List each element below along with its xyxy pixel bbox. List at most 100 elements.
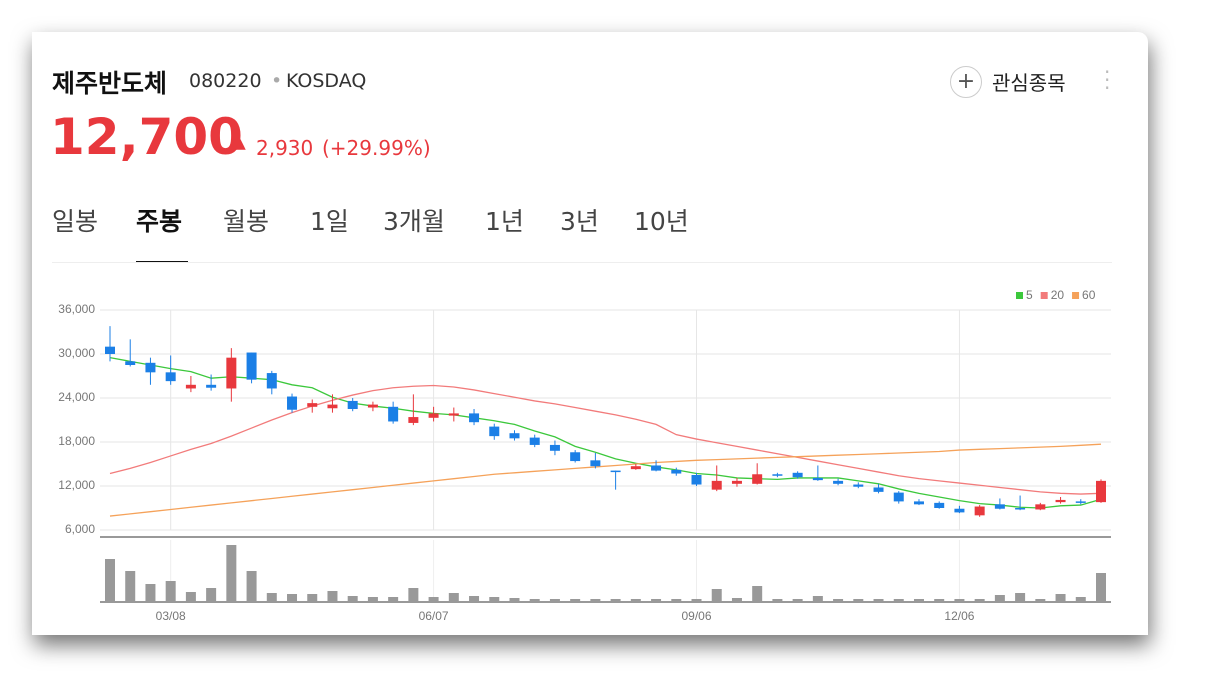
x-tick-label: 06/07 [419, 609, 449, 623]
volume-bar [570, 599, 581, 602]
volume-bar [833, 599, 844, 602]
candle-body [630, 466, 641, 470]
candle-body [388, 406, 399, 422]
candle-body [165, 372, 176, 382]
volume-bar [145, 584, 156, 602]
candle-body [893, 492, 904, 502]
volume-bar [549, 599, 560, 602]
divider [52, 262, 1112, 263]
candle-body [428, 413, 439, 418]
volume-bar [246, 571, 257, 602]
candle-body [570, 452, 581, 462]
volume-bar [954, 599, 965, 602]
period-tab[interactable]: 월봉 [223, 207, 270, 236]
volume-bar [630, 599, 641, 602]
volume-bar [792, 599, 803, 602]
candle-body [105, 346, 115, 354]
period-tab[interactable]: 10년 [634, 207, 689, 236]
volume-bar [347, 596, 358, 602]
x-tick-label: 12/06 [944, 609, 974, 623]
period-tab[interactable]: 주봉 [136, 207, 183, 236]
volume-bar [1015, 593, 1026, 602]
period-tab[interactable]: 3개월 [383, 207, 445, 236]
candle-body [994, 504, 1005, 509]
price: 12,700 [50, 108, 243, 166]
volume-bar [125, 571, 136, 602]
candle-body [529, 437, 540, 445]
candle-body [873, 487, 884, 492]
add-watch-button[interactable]: + [950, 66, 982, 98]
legend-label: 20 [1051, 288, 1065, 302]
volume-bar [327, 591, 338, 602]
candle-body [469, 413, 480, 423]
candle-body [549, 444, 560, 451]
candle-body [934, 502, 945, 508]
volume-bar [974, 599, 985, 602]
candle-body [287, 396, 298, 410]
volume-bar [731, 598, 742, 602]
candle-body [1055, 499, 1066, 503]
candle-body [651, 465, 662, 471]
volume-bar [105, 559, 115, 602]
volume-bar [610, 599, 621, 602]
volume-bar [165, 581, 176, 602]
volume-bar [388, 597, 399, 602]
candle-body [509, 433, 520, 439]
stock-code: 080220 [189, 70, 262, 92]
volume-bar [226, 545, 237, 602]
volume-bar [671, 599, 682, 602]
watch-label[interactable]: 관심종목 [992, 71, 1066, 95]
volume-bar [853, 599, 864, 602]
volume-bar [408, 588, 419, 602]
candle-body [731, 480, 742, 484]
period-tab[interactable]: 1일 [310, 207, 349, 236]
volume-bar [752, 586, 763, 602]
period-tab[interactable]: 3년 [560, 207, 599, 236]
candle-body [853, 484, 864, 487]
change-pct: (+29.99%) [322, 136, 431, 160]
candle-body [711, 480, 722, 490]
candle-body [206, 384, 217, 388]
volume-bar [873, 599, 884, 602]
candle-body [246, 352, 257, 380]
stock-card [32, 32, 1148, 635]
legend-label: 60 [1082, 288, 1096, 302]
legend-swatch [1040, 292, 1048, 299]
volume-bar [287, 594, 298, 602]
x-tick-label: 09/06 [681, 609, 711, 623]
up-arrow: ▲ [235, 136, 246, 152]
y-tick-label: 30,000 [58, 346, 95, 360]
candle-body [266, 373, 277, 389]
candle-body [185, 384, 196, 389]
candle-body [974, 506, 985, 516]
candle-body [610, 470, 621, 473]
volume-bar [367, 597, 378, 602]
period-tab[interactable]: 일봉 [52, 207, 99, 236]
candle-body [772, 474, 783, 476]
candle-body [833, 480, 844, 484]
volume-bar [1055, 594, 1066, 602]
candle-body [1015, 508, 1026, 510]
candle-body [752, 474, 763, 484]
y-tick-label: 6,000 [65, 522, 95, 536]
candle-body [590, 460, 601, 467]
volume-bar [428, 597, 439, 602]
y-tick-label: 12,000 [58, 478, 95, 492]
moving-average-line [109, 443, 1102, 517]
volume-bar [206, 588, 217, 602]
candle-body [1096, 480, 1106, 503]
volume-bar [651, 599, 662, 602]
volume-bar [307, 594, 318, 602]
volume-bar [711, 589, 722, 602]
volume-bar [469, 596, 480, 602]
period-tab[interactable]: 1년 [485, 207, 524, 236]
volume-bar [448, 593, 459, 602]
candle-body [226, 357, 237, 389]
y-tick-label: 24,000 [58, 390, 95, 404]
volume-bar [913, 599, 924, 602]
y-tick-label: 36,000 [58, 302, 95, 316]
candle-body [489, 426, 500, 437]
more-menu[interactable]: · · · [1104, 60, 1111, 100]
candle-body [307, 403, 318, 407]
